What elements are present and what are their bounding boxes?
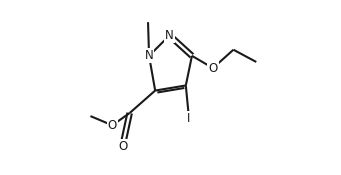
- Text: O: O: [208, 62, 218, 75]
- Text: O: O: [118, 140, 127, 153]
- Text: I: I: [187, 112, 191, 125]
- Text: O: O: [108, 119, 117, 132]
- Text: N: N: [165, 29, 174, 42]
- Text: N: N: [145, 49, 153, 62]
